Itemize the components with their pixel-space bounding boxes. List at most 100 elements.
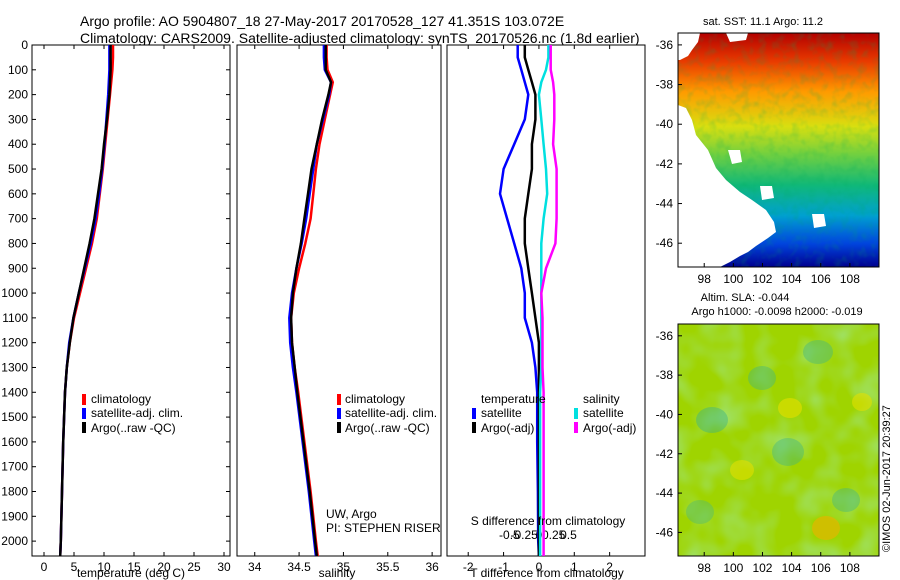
- legend-swatch-s-argo: [574, 422, 578, 433]
- s-tick-label: 0.5: [560, 528, 577, 542]
- y-tick-label: 1700: [1, 460, 28, 474]
- salinity-axes: [236, 44, 442, 557]
- map-x-tick-label: 102: [752, 561, 772, 575]
- map-x-tick-label: 100: [723, 561, 743, 575]
- legend-swatch-t-argo: [472, 422, 476, 433]
- map-x-tick-label: 106: [811, 272, 831, 286]
- y-tick-label: 1900: [1, 509, 28, 523]
- sla-map-high: [778, 398, 802, 418]
- y-tick-label: 1600: [1, 435, 28, 449]
- legend-label-satellite: satellite-adj. clim.: [91, 406, 183, 420]
- difference-axes: [446, 44, 646, 557]
- y-tick-label: 200: [8, 88, 28, 102]
- x-tick-label: 34.5: [287, 560, 311, 574]
- x-tick-label: 15: [127, 560, 141, 574]
- y-tick-label: 0: [21, 38, 28, 52]
- x-tick-label: 36: [425, 560, 439, 574]
- difference-panel: -2 -1 0 1 2 -0.5-0.250 0.250.5 T difference f…: [446, 44, 646, 580]
- series-line: [537, 45, 550, 556]
- temperature-panel: 0100200300400500600700800900100011001200…: [1, 38, 645, 580]
- series-line: [289, 45, 333, 557]
- map-y-tick-label: -46: [656, 236, 674, 250]
- x-tick-label: 34: [248, 560, 262, 574]
- temperature-legend: climatology satellite-adj. clim. Argo(..…: [82, 392, 183, 435]
- map-y-tick-label: -44: [656, 197, 674, 211]
- y-tick-label: 300: [8, 112, 28, 126]
- sla-map-high: [730, 460, 754, 480]
- legend-swatch-t-satellite: [472, 408, 476, 419]
- temperature-axes: [31, 44, 231, 557]
- s-tick-label: -0.25: [510, 528, 538, 542]
- map-x-tick-label: 106: [811, 561, 831, 575]
- sla-map-panel: Altim. SLA: -0.044 Argo h1000: -0.0098 h…: [656, 292, 880, 575]
- sla-map-features: [686, 340, 872, 540]
- sla-map-title: Altim. SLA: -0.044: [701, 292, 790, 304]
- sla-map-subtitle: Argo h1000: -0.0098 h2000: -0.019: [691, 306, 862, 318]
- sla-map-low: [772, 438, 804, 466]
- imos-timestamp: ©IMOS 02-Jun-2017 20:39:27: [881, 405, 893, 552]
- map-y-tick-label: -46: [656, 525, 674, 539]
- legend-title-temperature: temperature: [481, 392, 546, 406]
- y-tick-label: 900: [8, 261, 28, 275]
- map-x-tick-label: 98: [698, 561, 712, 575]
- s-tick-label: -0.5: [499, 528, 520, 542]
- y-tick-label: 1000: [1, 286, 28, 300]
- map-y-tick-label: -44: [656, 486, 674, 500]
- sla-map-low: [803, 340, 833, 364]
- series-line: [498, 45, 541, 557]
- y-tick-label: 700: [8, 212, 28, 226]
- y-tick-label: 100: [8, 63, 28, 77]
- map-y-tick-label: -38: [656, 78, 674, 92]
- map-y-tick-label: -36: [656, 329, 674, 343]
- sst-map-title: sat. SST: 11.1 Argo: 11.2: [703, 16, 823, 28]
- map-y-tick-label: -40: [656, 117, 674, 131]
- legend-label-climatology: climatology: [91, 392, 151, 406]
- map-y-tick-label: -42: [656, 447, 674, 461]
- legend-swatch-s-satellite: [574, 408, 578, 419]
- map-x-tick-label: 104: [782, 561, 802, 575]
- legend-label-satellite: satellite-adj. clim.: [345, 406, 437, 420]
- legend-label-argo: Argo(..raw -QC): [91, 421, 176, 435]
- header-line-1: Argo profile: AO 5904807_18 27-May-2017 …: [80, 13, 565, 29]
- y-tick-label: 1200: [1, 336, 28, 350]
- sla-map-texture: [678, 324, 879, 556]
- x-tick-label: 1: [571, 560, 578, 574]
- map-y-tick-label: -36: [656, 38, 674, 52]
- difference-top-label: S difference from climatology: [471, 514, 626, 528]
- y-tick-label: 1100: [2, 311, 28, 325]
- legend-swatch-climatology: [82, 394, 86, 405]
- map-x-tick-label: 104: [782, 272, 802, 286]
- legend-label-t-argo: Argo(-adj): [481, 421, 534, 435]
- x-tick-label: 20: [157, 560, 171, 574]
- x-tick-label: 2: [606, 560, 613, 574]
- x-tick-label: -1: [498, 560, 509, 574]
- s-tick-label: 0.25: [542, 528, 566, 542]
- y-tick-label: 600: [8, 187, 28, 201]
- map-y-tick-label: -42: [656, 157, 674, 171]
- map-x-tick-label: 102: [752, 272, 772, 286]
- salinity-annotation-2: PI: STEPHEN RISER: [326, 521, 441, 535]
- sla-map-axes: [677, 323, 880, 557]
- map-x-tick-label: 98: [698, 272, 712, 286]
- legend-label-s-argo: Argo(-adj): [583, 421, 636, 435]
- sla-map-low: [696, 407, 728, 433]
- y-tick-label: 500: [8, 162, 28, 176]
- sla-map-low: [748, 366, 776, 390]
- legend-swatch-satellite: [82, 408, 86, 419]
- legend-swatch-satellite: [337, 408, 341, 419]
- x-tick-label: 5: [71, 560, 78, 574]
- difference-legend: temperature salinity satellite Argo(-adj…: [472, 392, 636, 435]
- salinity-legend: climatology satellite-adj. clim. Argo(..…: [337, 392, 437, 435]
- salinity-xlabel: salinity: [319, 566, 356, 580]
- legend-swatch-argo: [82, 422, 86, 433]
- sla-map-high: [812, 516, 840, 540]
- sst-map-panel: sat. SST: 11.1 Argo: 11.2 98 100 102 104 106…: [656, 16, 880, 286]
- map-x-tick-label: 108: [840, 272, 860, 286]
- series-line: [540, 45, 558, 556]
- legend-label-t-satellite: satellite: [481, 406, 522, 420]
- temperature-xlabel: temperature (deg C): [77, 566, 185, 580]
- map-y-tick-label: -40: [656, 407, 674, 421]
- x-tick-label: 0: [536, 560, 543, 574]
- y-tick-label: 1500: [1, 410, 28, 424]
